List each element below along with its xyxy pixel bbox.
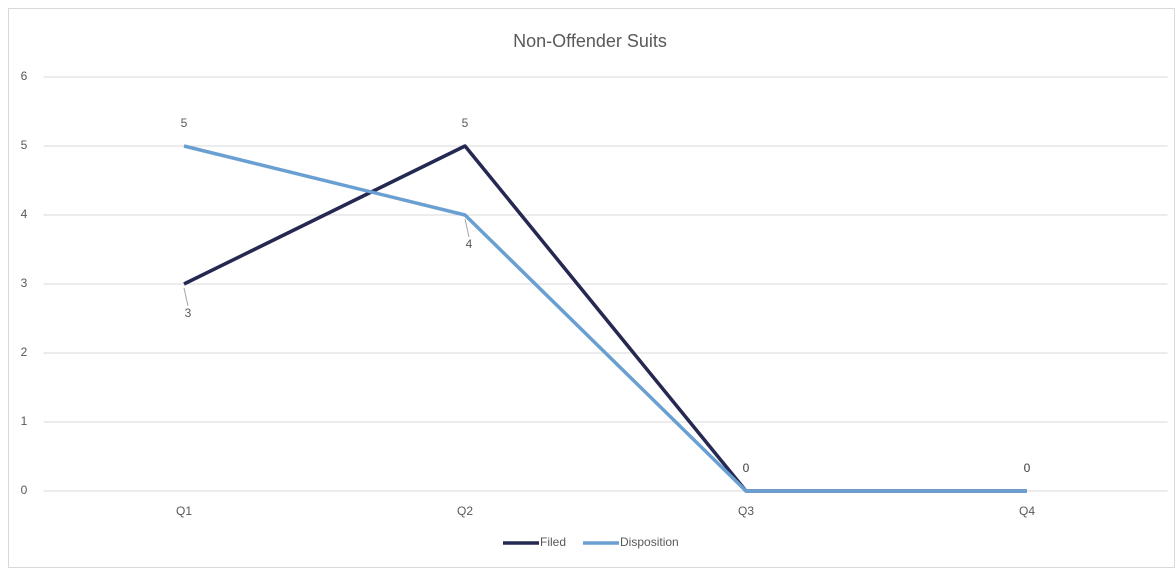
y-tick-label: 6 (21, 69, 28, 83)
x-tick-label: Q3 (738, 504, 754, 518)
x-tick-label: Q2 (457, 504, 473, 518)
chart-frame (8, 8, 1175, 568)
leader-line (183, 287, 189, 307)
y-tick-label: 4 (21, 207, 28, 221)
data-label: 4 (466, 237, 473, 251)
y-tick-label: 2 (21, 345, 28, 359)
series-line (183, 144, 1027, 493)
data-label: 0 (743, 461, 750, 475)
x-tick-label: Q4 (1019, 504, 1035, 518)
data-label: 5 (462, 116, 469, 130)
chart-title: Non-Offender Suits (513, 31, 667, 51)
data-label: 5 (181, 116, 188, 130)
y-tick-label: 5 (21, 138, 28, 152)
leader-line (464, 218, 470, 238)
y-tick-label: 0 (21, 483, 28, 497)
data-label: 0 (743, 461, 750, 475)
y-tick-label: 1 (21, 414, 28, 428)
y-tick-label: 3 (21, 276, 28, 290)
legend-label: Disposition (620, 535, 679, 549)
data-label: 0 (1024, 461, 1031, 475)
legend-label: Filed (540, 535, 566, 549)
data-label: 3 (185, 306, 192, 320)
x-tick-label: Q1 (176, 504, 192, 518)
data-label: 0 (1024, 461, 1031, 475)
